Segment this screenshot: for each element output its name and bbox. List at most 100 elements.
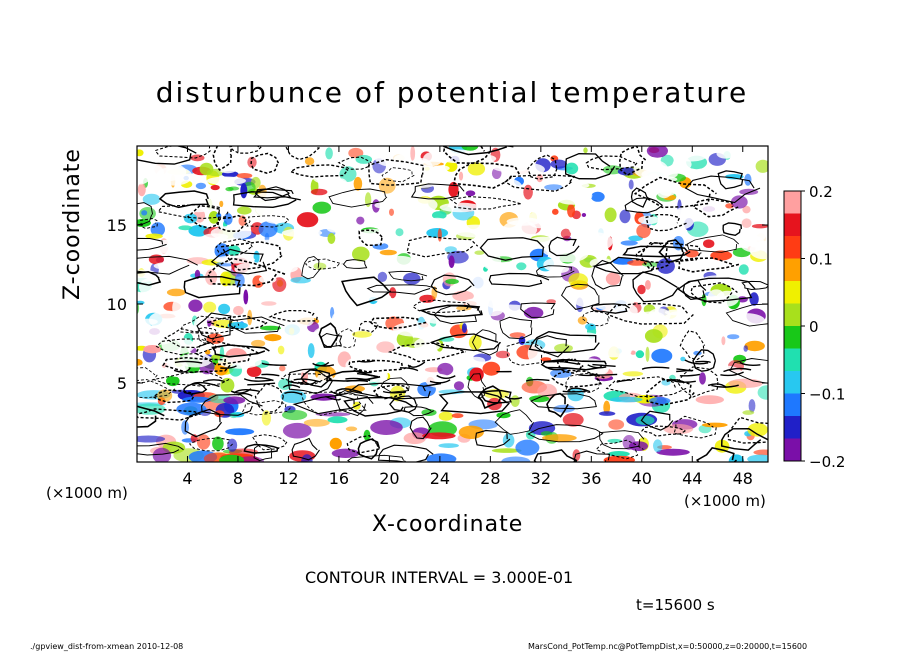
field-white-patch	[674, 150, 707, 162]
contour-negative	[206, 314, 268, 331]
colorbar: 0.2 0.1 0 −0.1 −0.2	[783, 183, 845, 471]
field-white-patch	[506, 240, 526, 249]
contour-band	[723, 367, 752, 373]
contour-positive	[540, 358, 607, 371]
contour-negative	[506, 341, 546, 366]
field-blob	[755, 159, 768, 173]
contour-positive	[389, 395, 418, 413]
field-blob	[699, 372, 706, 385]
field-white-patch	[280, 323, 303, 343]
contour-negative	[504, 174, 576, 192]
contour-band	[562, 390, 588, 393]
field-blob	[212, 436, 224, 451]
y-tick-label: 15	[107, 216, 127, 235]
field-blob	[370, 420, 403, 435]
field-blob	[609, 396, 643, 403]
contour-band	[739, 361, 761, 366]
colorbar-segment	[784, 438, 801, 462]
contour-negative	[251, 434, 288, 451]
field-blob	[178, 225, 193, 231]
contour-band	[358, 360, 376, 363]
field-blob	[637, 284, 646, 295]
field-blob	[695, 395, 724, 405]
field-blob	[603, 455, 635, 462]
contour-band	[284, 391, 303, 396]
field-white-patch	[410, 197, 438, 213]
colorbar-segment	[784, 416, 801, 439]
field-blob	[376, 341, 395, 353]
contour-positive	[137, 405, 165, 428]
field-blob	[432, 211, 447, 220]
contour-positive	[720, 427, 768, 451]
contour-band	[616, 379, 633, 383]
field-blob	[183, 213, 198, 224]
contour-negative	[635, 242, 702, 264]
x-tick-label: 28	[480, 469, 500, 488]
contour-band	[592, 363, 616, 367]
contour-band	[191, 381, 220, 388]
field-blob	[742, 205, 751, 214]
field-blob	[749, 292, 759, 306]
contour-negative	[551, 369, 607, 388]
field-blob	[261, 301, 277, 306]
field-white-patch	[690, 340, 720, 352]
contour-negative	[188, 437, 233, 452]
field-white-patch	[482, 251, 502, 270]
field-blob	[282, 409, 308, 421]
field-blob	[227, 438, 238, 452]
field-white-patch	[481, 297, 505, 317]
x-tick-label: 36	[581, 469, 601, 488]
field-blob	[598, 411, 616, 416]
field-blob	[544, 184, 564, 191]
contour-positive	[488, 272, 550, 288]
contour-band	[543, 358, 570, 363]
field-blob	[501, 456, 531, 462]
field-white-patch	[739, 326, 768, 340]
field-blob	[585, 323, 596, 331]
contour-negative	[155, 338, 222, 356]
field-white-patch	[281, 228, 323, 238]
contour-positive	[196, 312, 232, 340]
field-white-patch	[598, 345, 632, 358]
contour-positive	[499, 316, 533, 340]
contour-positive	[328, 188, 388, 208]
contour-band	[230, 388, 252, 394]
contour-positive	[403, 406, 435, 417]
contour-positive	[533, 449, 578, 462]
contour-negative	[368, 158, 425, 186]
contour-positive	[348, 382, 431, 400]
contour-positive	[471, 329, 500, 356]
contour-positive	[438, 391, 510, 415]
field-blob	[410, 146, 416, 161]
field-blob	[605, 272, 621, 286]
field-blob	[444, 246, 457, 253]
field-blob	[604, 207, 617, 223]
contour-positive	[357, 438, 381, 460]
contour-positive	[253, 188, 294, 199]
field-white-patch	[193, 316, 208, 335]
contour-positive	[590, 303, 630, 314]
contour-positive	[301, 256, 322, 280]
y-tick-label: 10	[107, 295, 127, 314]
field-blob	[747, 423, 768, 437]
colorbar-segment	[784, 326, 801, 349]
contour-negative	[443, 146, 491, 165]
contour-negative	[673, 415, 717, 439]
contour-band	[261, 362, 287, 366]
field-blob	[223, 396, 246, 405]
contour-band	[346, 379, 369, 383]
contour-negative	[633, 176, 717, 209]
contour-negative	[581, 311, 610, 327]
field-white-patch	[311, 295, 331, 304]
field-blob	[315, 412, 351, 417]
field-blob	[552, 208, 559, 215]
field-blob	[143, 345, 162, 354]
contour-positive	[548, 236, 580, 257]
field-blob	[329, 437, 342, 450]
field-white-patch	[213, 255, 255, 264]
contour-positive	[535, 265, 575, 278]
field-blob	[219, 200, 224, 208]
contour-negative	[280, 373, 327, 385]
contour-positive	[598, 430, 645, 450]
contour-negative	[346, 434, 380, 454]
